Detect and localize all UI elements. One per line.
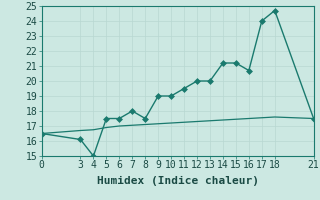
- X-axis label: Humidex (Indice chaleur): Humidex (Indice chaleur): [97, 176, 259, 186]
